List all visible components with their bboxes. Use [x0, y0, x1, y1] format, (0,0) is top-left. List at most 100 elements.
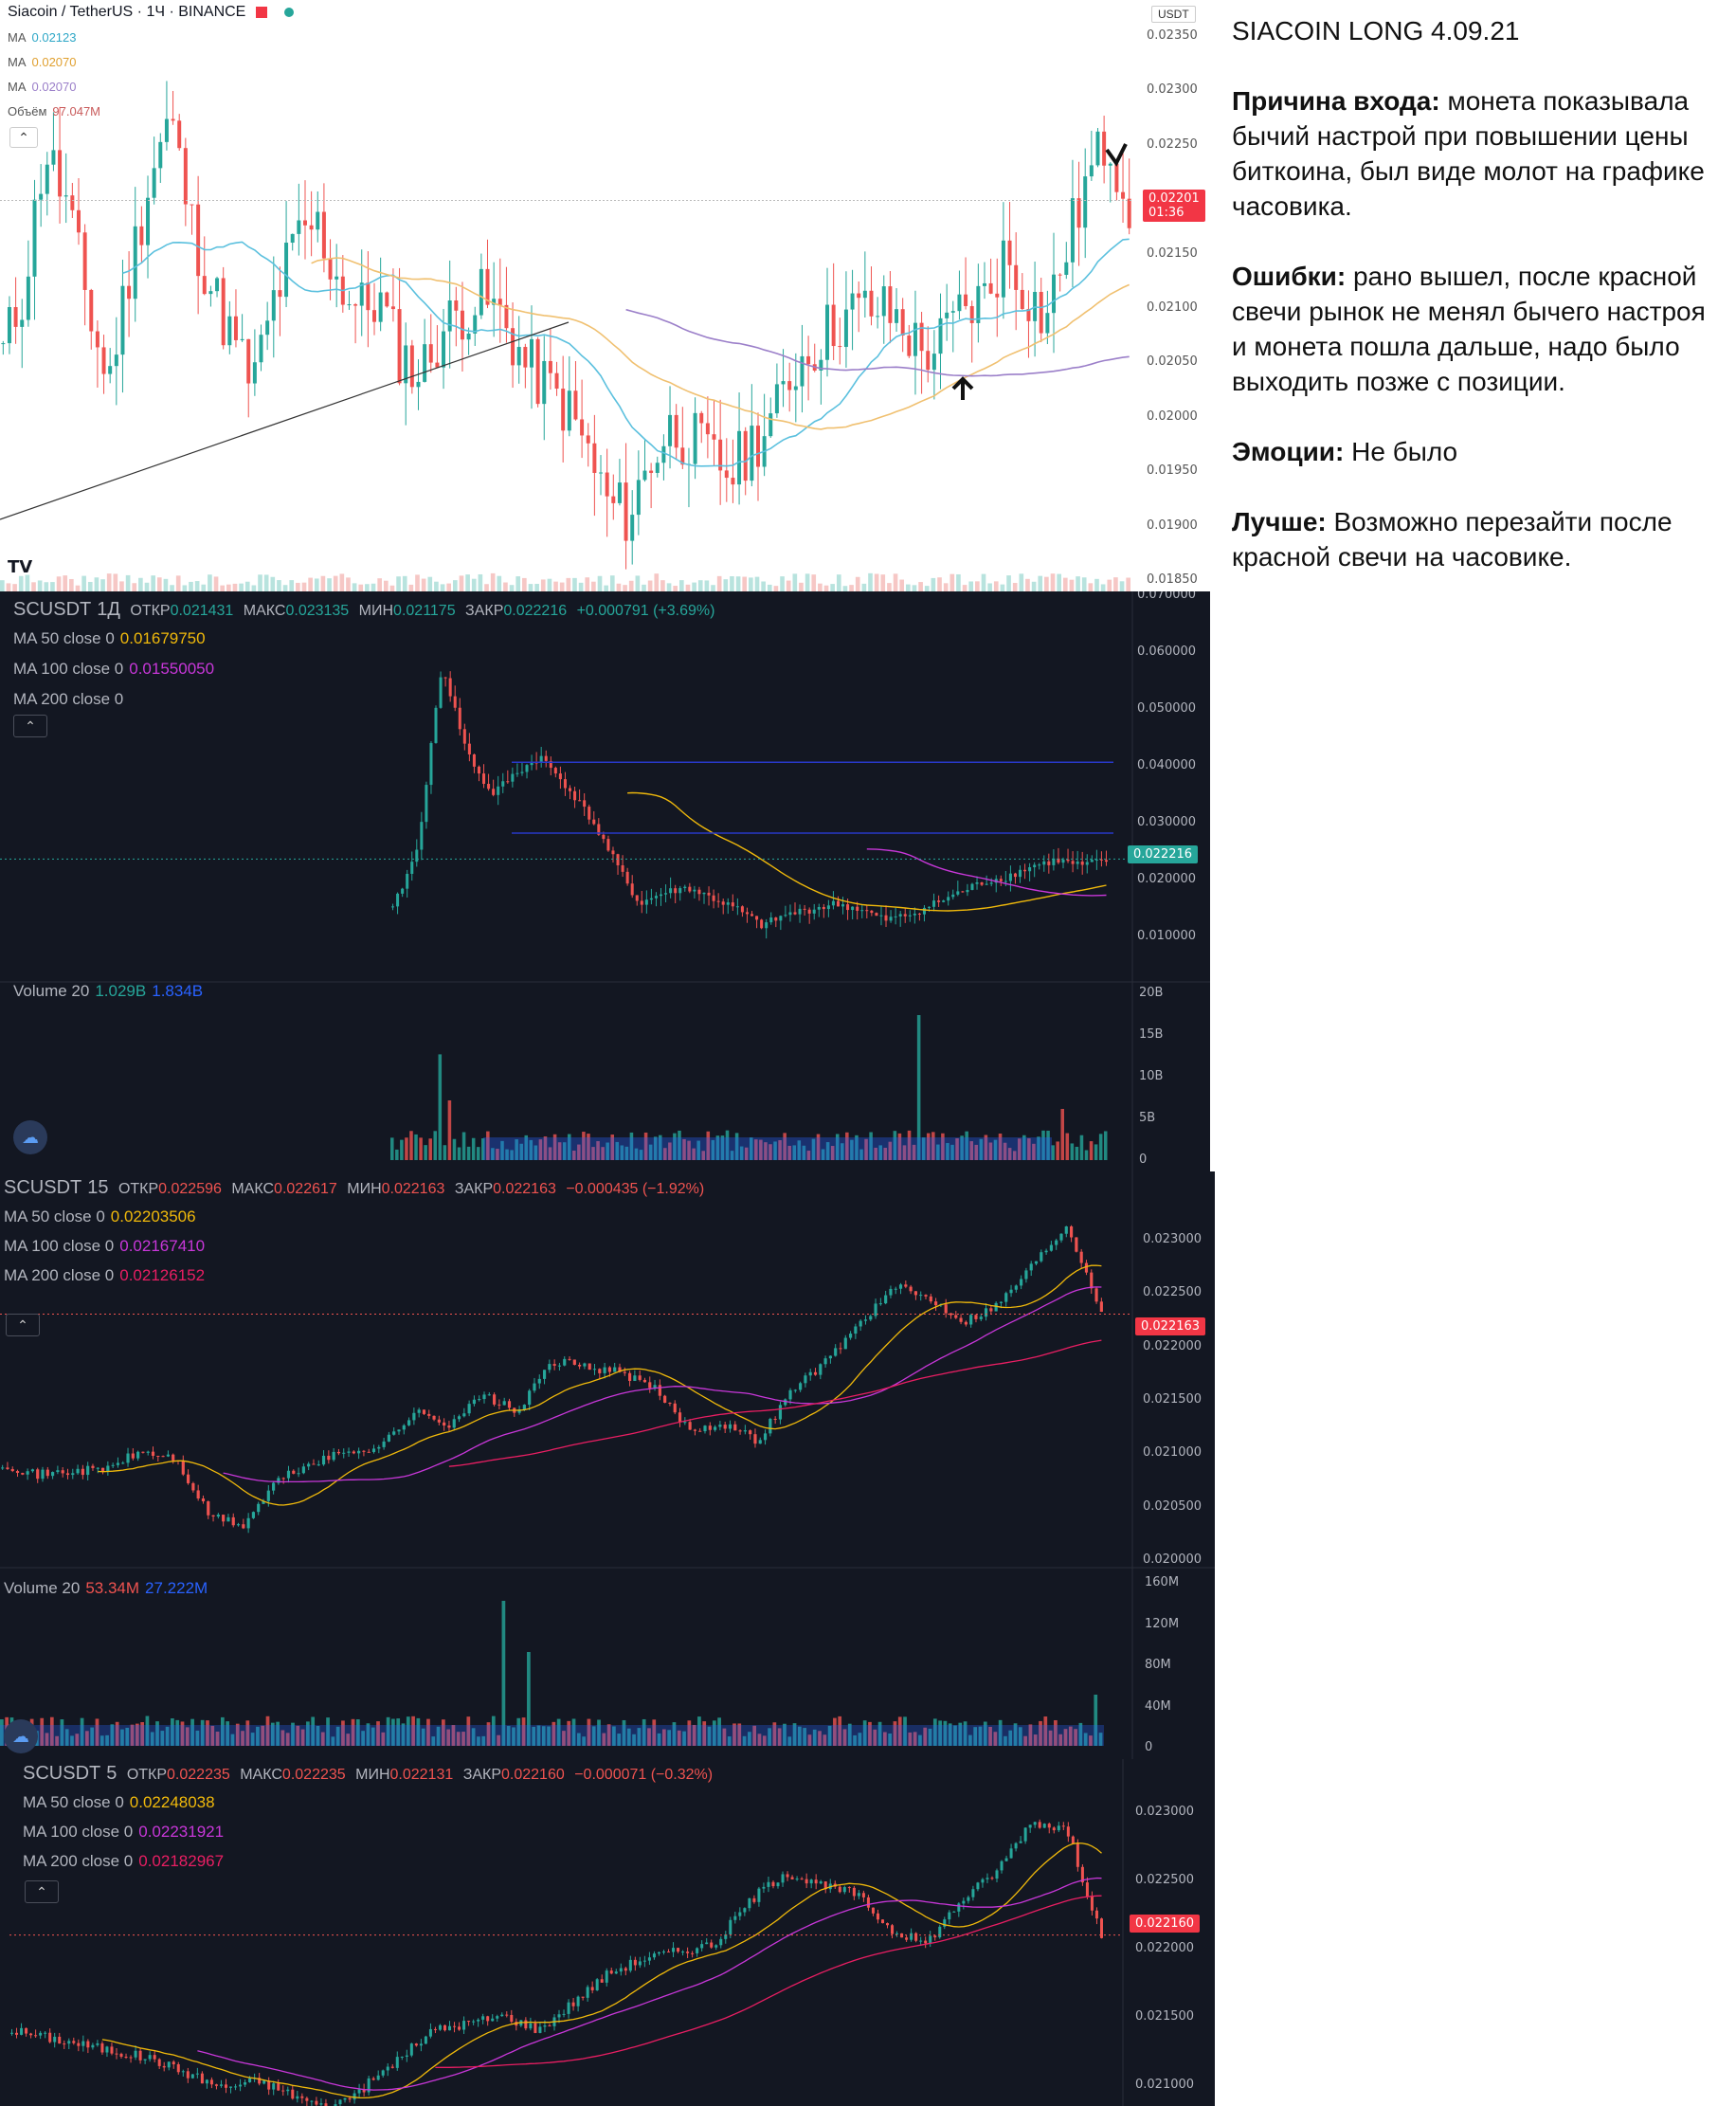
hourly-chart-canvas[interactable]: [0, 0, 1210, 591]
daily-chart-panel[interactable]: SCUSDT 1Д ОТКР0.021431 МАКС0.023135 МИН0.…: [0, 591, 1210, 1171]
candle: [61, 1470, 64, 1474]
five-minute-chart-panel[interactable]: SCUSDT 5 ОТКР0.022235 МАКС0.022235 МИН0.0…: [0, 1759, 1215, 2106]
candle: [655, 463, 660, 473]
volume-bar: [1008, 1730, 1013, 1746]
candle: [1070, 198, 1075, 263]
price-tick: 0.030000: [1137, 815, 1197, 829]
ma100-line: [866, 848, 1107, 897]
price-tick: 0.02250: [1147, 136, 1198, 152]
candle: [628, 1959, 632, 1971]
candle: [865, 910, 869, 912]
collapse-legend-button[interactable]: ⌃: [25, 1880, 59, 1903]
volume-bar: [711, 585, 715, 591]
volume-bar: [845, 1132, 849, 1160]
collapse-legend-button[interactable]: ⌃: [6, 1314, 40, 1336]
candle: [677, 1948, 680, 1952]
candle: [846, 904, 850, 911]
fifteen-minute-chart-panel[interactable]: SCUSDT 15 ОТКР0.022596 МАКС0.022617 МИН0.…: [0, 1171, 1215, 1759]
price-tick: 0.022500: [1143, 1285, 1203, 1300]
volume-bar: [869, 1132, 873, 1160]
volume-bar: [626, 1728, 631, 1746]
candle: [1014, 1843, 1018, 1849]
candle: [788, 1389, 792, 1400]
hourly-chart-panel[interactable]: Siacoin / TetherUS · 1Ч · BINANCE MA 0.02…: [0, 0, 1210, 591]
volume-bar: [783, 1723, 787, 1746]
volume-bar: [381, 1732, 386, 1746]
candle: [597, 824, 601, 835]
candle: [362, 2089, 366, 2093]
volume-bar: [155, 1721, 159, 1746]
candle: [307, 1463, 311, 1467]
volume-bar: [963, 1721, 967, 1746]
candle: [438, 2024, 442, 2030]
ma50-legend: MA 50 close 0 0.01679750: [13, 629, 206, 647]
volume-bar: [156, 577, 162, 591]
volume-bar: [208, 574, 212, 591]
volume-bar: [376, 1721, 380, 1746]
collapse-legend-button[interactable]: ⌃: [13, 715, 47, 737]
candle: [362, 1450, 366, 1452]
candle: [100, 1467, 105, 1472]
candle: [86, 1465, 90, 1476]
candle: [316, 211, 320, 230]
volume-bar: [666, 583, 672, 591]
candle: [803, 908, 806, 910]
daily-chart-canvas[interactable]: [0, 591, 1210, 1171]
volume-bar: [571, 1718, 576, 1746]
volume-bar: [471, 578, 477, 591]
candle: [549, 760, 552, 769]
candle: [1061, 859, 1065, 863]
volume-bar: [515, 576, 521, 591]
candle: [334, 2104, 337, 2106]
volume-bar: [868, 572, 873, 591]
volume-bar: [311, 1716, 316, 1746]
candle: [492, 789, 496, 795]
candle: [576, 1996, 580, 2006]
candle: [590, 1987, 594, 1990]
fifteen-minute-chart-canvas[interactable]: [0, 1171, 1215, 1759]
ma100-legend: MA 100 close 0 0.01550050: [13, 660, 215, 678]
volume-bar: [241, 1731, 244, 1746]
candle: [472, 753, 476, 767]
candle: [226, 1516, 230, 1522]
tradingview-logo-icon[interactable]: TV: [8, 557, 33, 577]
volume-bar: [727, 1736, 732, 1746]
candle: [653, 1385, 657, 1389]
five-minute-chart-header: SCUSDT 5 ОТКР0.022235 МАКС0.022235 МИН0.0…: [23, 1763, 714, 1784]
price-tick: 0.021500: [1135, 2009, 1195, 2024]
five-minute-chart-canvas[interactable]: [0, 1759, 1215, 2106]
volume-bar: [327, 578, 332, 591]
volume-bar: [1094, 578, 1099, 591]
volume-bar: [637, 1728, 642, 1746]
candle: [158, 141, 163, 169]
candle: [567, 2002, 570, 2014]
volume-bar: [587, 1134, 590, 1160]
volume-bar: [716, 575, 722, 591]
candle: [1023, 1827, 1027, 1842]
candle: [798, 908, 802, 915]
volume-bar: [220, 585, 226, 591]
candle: [191, 1482, 195, 1491]
candle: [1055, 1240, 1058, 1245]
candle: [729, 1919, 732, 1934]
weather-icon[interactable]: ☁: [4, 1719, 38, 1753]
volume-bar: [897, 1133, 902, 1160]
weather-icon[interactable]: ☁: [13, 1120, 47, 1154]
candle: [942, 900, 946, 902]
volume-bar: [251, 585, 257, 591]
candle: [240, 338, 244, 340]
candle: [292, 1470, 296, 1474]
price-tick: 0.010000: [1137, 929, 1197, 943]
collapse-legend-button[interactable]: ⌃: [9, 127, 38, 148]
candle: [200, 2073, 204, 2084]
candle: [1004, 1858, 1008, 1861]
volume-bar: [1003, 1142, 1007, 1160]
volume-bar: [682, 1138, 686, 1160]
candle: [733, 1915, 737, 1920]
candle: [195, 2073, 199, 2075]
volume-bar: [732, 1723, 736, 1746]
volume-bar: [730, 576, 734, 591]
current-price-tag: 0.022216: [1128, 845, 1199, 863]
volume-bar: [1079, 1135, 1084, 1160]
volume-bar: [562, 1731, 566, 1746]
